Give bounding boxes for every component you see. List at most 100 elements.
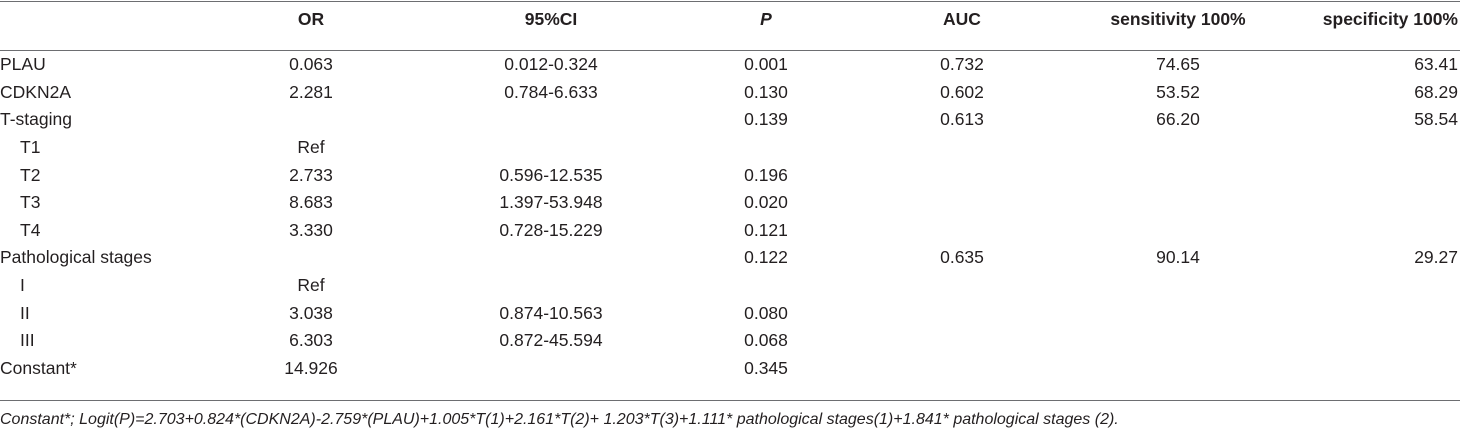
row-label: II (20, 302, 30, 323)
cell-ci (426, 134, 676, 162)
table-row: Pathological stages 0.122 0.635 90.14 29.27 (0, 244, 1460, 272)
cell-specificity (1288, 134, 1460, 162)
cell-p: 0.068 (744, 330, 788, 351)
row-label: T-staging (0, 109, 72, 130)
cell-auc: 0.635 (940, 247, 984, 268)
row-label: PLAU (0, 54, 46, 75)
cell-ci (426, 106, 676, 134)
cell-sensitivity (1068, 299, 1288, 327)
cell-auc (856, 355, 1068, 383)
cell-specificity: 68.29 (1414, 81, 1458, 102)
cell-or: Ref (297, 137, 325, 158)
cell-ci (426, 272, 676, 300)
cell-ci: 0.872-45.594 (499, 330, 603, 351)
cell-or: 2.281 (289, 81, 333, 102)
cell-or: 2.733 (289, 164, 333, 185)
cell-p: 0.001 (744, 54, 788, 75)
cell-sensitivity: 53.52 (1156, 81, 1200, 102)
cell-auc: 0.732 (940, 54, 984, 75)
row-label: T1 (20, 137, 41, 158)
cell-specificity: 58.54 (1414, 109, 1458, 130)
cell-specificity (1288, 161, 1460, 189)
cell-sensitivity: 90.14 (1156, 247, 1200, 268)
cell-specificity (1288, 189, 1460, 217)
table-footnote: Constant*; Logit(P)=2.703+0.824*(CDKN2A)… (0, 411, 1119, 428)
cell-p: 0.345 (744, 357, 788, 378)
cell-p: 0.122 (744, 247, 788, 268)
cell-p: 0.196 (744, 164, 788, 185)
header-label (0, 9, 196, 45)
cell-or: 6.303 (289, 330, 333, 351)
cell-or: 8.683 (289, 192, 333, 213)
cell-ci: 0.596-12.535 (499, 164, 603, 185)
cell-specificity: 29.27 (1414, 247, 1458, 268)
table-row: T1 Ref (0, 134, 1460, 162)
cell-auc (856, 217, 1068, 245)
cell-p: 0.139 (744, 109, 788, 130)
bottom-rule (0, 400, 1460, 401)
cell-ci: 1.397-53.948 (499, 192, 603, 213)
header-ci: 95%CI (524, 9, 578, 29)
cell-sensitivity: 74.65 (1156, 54, 1200, 75)
top-rule (0, 1, 1460, 2)
table-row: III 6.303 0.872-45.594 0.068 (0, 327, 1460, 355)
table-row: II 3.038 0.874-10.563 0.080 (0, 299, 1460, 327)
row-label: I (20, 275, 25, 296)
cell-auc: 0.602 (940, 81, 984, 102)
cell-specificity (1288, 355, 1460, 383)
table-row: T-staging 0.139 0.613 66.20 58.54 (0, 106, 1460, 134)
cell-sensitivity (1068, 355, 1288, 383)
cell-p: 0.020 (744, 192, 788, 213)
cell-ci: 0.012-0.324 (504, 54, 598, 75)
cell-specificity (1288, 299, 1460, 327)
table-row: T4 3.330 0.728-15.229 0.121 (0, 217, 1460, 245)
header-row: OR 95%CI P AUC sensitivity 100% specific… (0, 9, 1460, 45)
header-auc: AUC (943, 9, 981, 29)
cell-auc (856, 134, 1068, 162)
row-label: III (20, 330, 35, 351)
cell-p: 0.130 (744, 81, 788, 102)
cell-specificity: 63.41 (1414, 54, 1458, 75)
cell-p (676, 272, 856, 300)
table-row: T2 2.733 0.596-12.535 0.196 (0, 161, 1460, 189)
cell-p: 0.080 (744, 302, 788, 323)
row-label: Constant* (0, 357, 77, 378)
cell-sensitivity (1068, 189, 1288, 217)
logistic-regression-table: OR 95%CI P AUC sensitivity 100% specific… (0, 9, 1460, 382)
cell-or: 0.063 (289, 54, 333, 75)
cell-or: 3.330 (289, 219, 333, 240)
cell-auc (856, 161, 1068, 189)
table-row: CDKN2A 2.281 0.784-6.633 0.130 0.602 53.52 68.… (0, 79, 1460, 107)
row-label: Pathological stages (0, 247, 152, 268)
cell-specificity (1288, 327, 1460, 355)
cell-auc: 0.613 (940, 109, 984, 130)
cell-specificity (1288, 272, 1460, 300)
cell-or: 3.038 (289, 302, 333, 323)
cell-p: 0.121 (744, 219, 788, 240)
cell-auc (856, 272, 1068, 300)
cell-sensitivity (1068, 327, 1288, 355)
cell-sensitivity (1068, 134, 1288, 162)
cell-p (676, 134, 856, 162)
cell-sensitivity (1068, 161, 1288, 189)
row-label: T4 (20, 219, 41, 240)
cell-sensitivity (1068, 217, 1288, 245)
header-specificity: specificity 100% (1322, 9, 1458, 29)
cell-auc (856, 327, 1068, 355)
table-row: PLAU 0.063 0.012-0.324 0.001 0.732 74.65 63.41 (0, 45, 1460, 79)
table-row: T3 8.683 1.397-53.948 0.020 (0, 189, 1460, 217)
table-row: I Ref (0, 272, 1460, 300)
cell-auc (856, 299, 1068, 327)
cell-sensitivity: 66.20 (1156, 109, 1200, 130)
cell-ci: 0.784-6.633 (504, 81, 598, 102)
cell-specificity (1288, 217, 1460, 245)
cell-sensitivity (1068, 272, 1288, 300)
cell-or: 14.926 (284, 357, 338, 378)
table-row: Constant* 14.926 0.345 (0, 355, 1460, 383)
header-p: P (760, 9, 772, 29)
header-rule (0, 50, 1460, 51)
cell-ci (426, 355, 676, 383)
cell-or (196, 106, 426, 134)
cell-ci: 0.874-10.563 (499, 302, 603, 323)
